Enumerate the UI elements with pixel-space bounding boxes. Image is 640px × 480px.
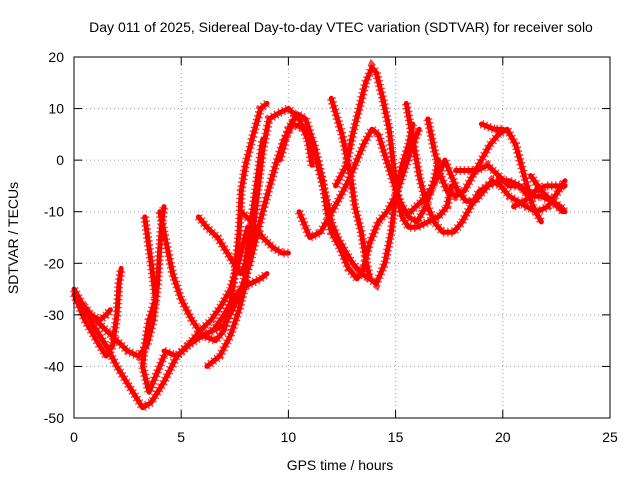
chart-title: Day 011 of 2025, Sidereal Day-to-day VTE… [89,19,593,35]
series-markers-sat-h [194,138,268,283]
series-markers-sat-o [326,97,418,292]
y-tick-label: -10 [44,204,64,220]
y-tick-label: -50 [44,410,64,426]
x-tick-label: 5 [177,429,185,445]
series-markers-sat-e [138,216,169,407]
axis-ticks: 0 5 10 15 20 25 -50 -40 -30 -20 -10 0 10 20 [44,49,618,445]
y-axis-label: SDTVAR / TECUs [5,182,21,294]
y-tick-label: 0 [56,152,64,168]
x-axis-label: GPS time / hours [287,457,394,473]
y-tick-label: -40 [44,358,64,374]
series-markers-sat-u [526,173,569,215]
x-tick-label: 20 [495,429,511,445]
plot-frame [73,56,611,419]
y-tick-label: -30 [44,307,64,323]
x-tick-label: 10 [281,429,297,445]
series-markers-sat-n [331,58,456,232]
y-tick-label: 20 [48,49,64,65]
y-tick-label: -20 [44,255,64,271]
series-markers-sat-r [407,148,569,217]
series-track-sat-j [210,271,270,333]
series-markers-sat-a [70,286,114,326]
series-markers-sat-d [92,205,169,362]
series-markers-sat-l [275,107,424,287]
x-tick-label: 0 [70,429,78,445]
x-tick-label: 25 [602,429,618,445]
series-markers-sat-t [479,119,503,134]
data-series [69,58,569,414]
y-tick-label: 10 [48,101,64,117]
series-markers-sat-k [238,208,289,258]
series-track-sat-q [425,116,544,225]
series-markers-sat-m [294,122,443,244]
x-tick-label: 15 [388,429,404,445]
series-markers-sat-v [511,181,565,211]
